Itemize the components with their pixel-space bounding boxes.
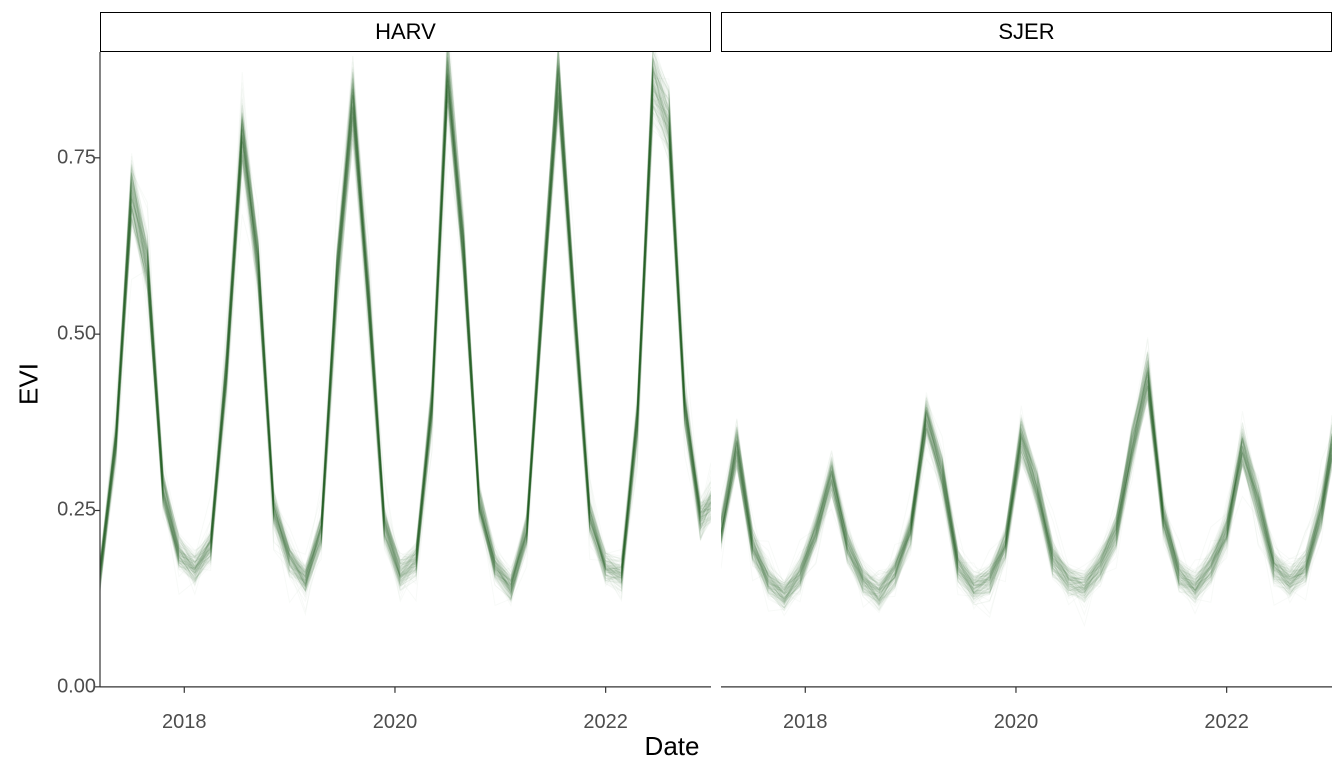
x-tick-label: 2022 — [583, 711, 628, 734]
x-tick-label: 2018 — [162, 711, 207, 734]
x-tick-label: 2018 — [783, 711, 828, 734]
y-tick-label: 0.75 — [26, 146, 96, 169]
facet-sjer: SJER — [721, 12, 1332, 708]
plot-row: HARVSJER — [100, 12, 1332, 708]
y-axis-title: EVI — [13, 363, 44, 405]
y-tick-label: 0.25 — [26, 499, 96, 522]
axis-overlay — [721, 52, 1332, 708]
y-tick-label: 0.50 — [26, 323, 96, 346]
y-tick-label: 0.00 — [26, 675, 96, 698]
facet-panel — [721, 52, 1332, 708]
facet-strip: SJER — [721, 12, 1332, 52]
facet-strip: HARV — [100, 12, 711, 52]
x-tick-label: 2022 — [1204, 711, 1249, 734]
facet-harv: HARV — [100, 12, 711, 708]
x-tick-label: 2020 — [994, 711, 1039, 734]
axis-overlay — [100, 52, 711, 708]
x-tick-label: 2020 — [373, 711, 418, 734]
facet-panel — [100, 52, 711, 708]
chart-container: EVI Date HARVSJER 2018 2020 2022 0.00 0.25 0.… — [0, 0, 1344, 768]
x-axis-title: Date — [645, 731, 700, 762]
